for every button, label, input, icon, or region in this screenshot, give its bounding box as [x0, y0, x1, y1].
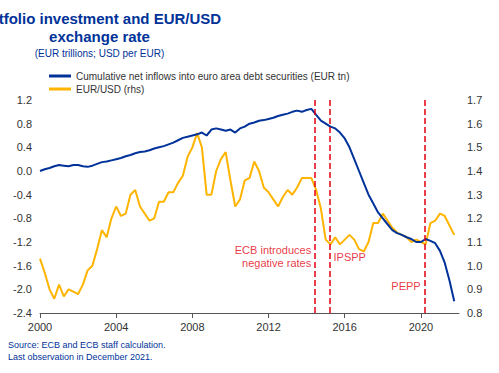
svg-text:0.8: 0.8 — [17, 118, 32, 130]
svg-text:-1.6: -1.6 — [13, 260, 32, 272]
svg-text:PEPP: PEPP — [391, 280, 420, 292]
svg-text:1.3: 1.3 — [467, 189, 482, 201]
svg-text:-1.2: -1.2 — [13, 236, 32, 248]
svg-text:IPSPP: IPSPP — [333, 251, 365, 263]
svg-text:2020: 2020 — [409, 321, 433, 333]
svg-text:Last observation in December 2: Last observation in December 2021. — [8, 352, 153, 362]
svg-text:0.0: 0.0 — [17, 165, 32, 177]
svg-text:negative rates: negative rates — [242, 257, 312, 269]
svg-text:2000: 2000 — [28, 321, 52, 333]
svg-text:Source: ECB and ECB staff calc: Source: ECB and ECB staff calculation. — [8, 340, 165, 350]
svg-text:1.0: 1.0 — [467, 260, 482, 272]
svg-text:0.4: 0.4 — [17, 141, 32, 153]
svg-text:exchange rate: exchange rate — [49, 28, 150, 45]
svg-text:2004: 2004 — [104, 321, 128, 333]
svg-text:(EUR trillions; USD per EUR): (EUR trillions; USD per EUR) — [35, 48, 164, 59]
svg-text:1.5: 1.5 — [467, 141, 482, 153]
svg-text:1.7: 1.7 — [467, 94, 482, 106]
svg-text:0.9: 0.9 — [467, 283, 482, 295]
svg-text:1.4: 1.4 — [467, 165, 482, 177]
svg-text:-2.4: -2.4 — [13, 307, 32, 319]
svg-text:1.6: 1.6 — [467, 118, 482, 130]
svg-text:EUR/USD (rhs): EUR/USD (rhs) — [76, 84, 144, 95]
svg-text:-2.0: -2.0 — [13, 283, 32, 295]
svg-text:-0.4: -0.4 — [13, 189, 32, 201]
svg-text:2016: 2016 — [332, 321, 356, 333]
svg-text:ECB introduces: ECB introduces — [235, 244, 312, 256]
svg-text:-0.8: -0.8 — [13, 212, 32, 224]
svg-text:2008: 2008 — [180, 321, 204, 333]
svg-text:Portfolio investment and EUR/U: Portfolio investment and EUR/USD — [0, 10, 225, 27]
svg-text:2012: 2012 — [256, 321, 280, 333]
svg-text:1.1: 1.1 — [467, 236, 482, 248]
svg-text:1.2: 1.2 — [17, 94, 32, 106]
svg-text:0.8: 0.8 — [467, 307, 482, 319]
svg-text:1.2: 1.2 — [467, 212, 482, 224]
svg-text:Cumulative net inflows into eu: Cumulative net inflows into euro area de… — [76, 71, 349, 82]
